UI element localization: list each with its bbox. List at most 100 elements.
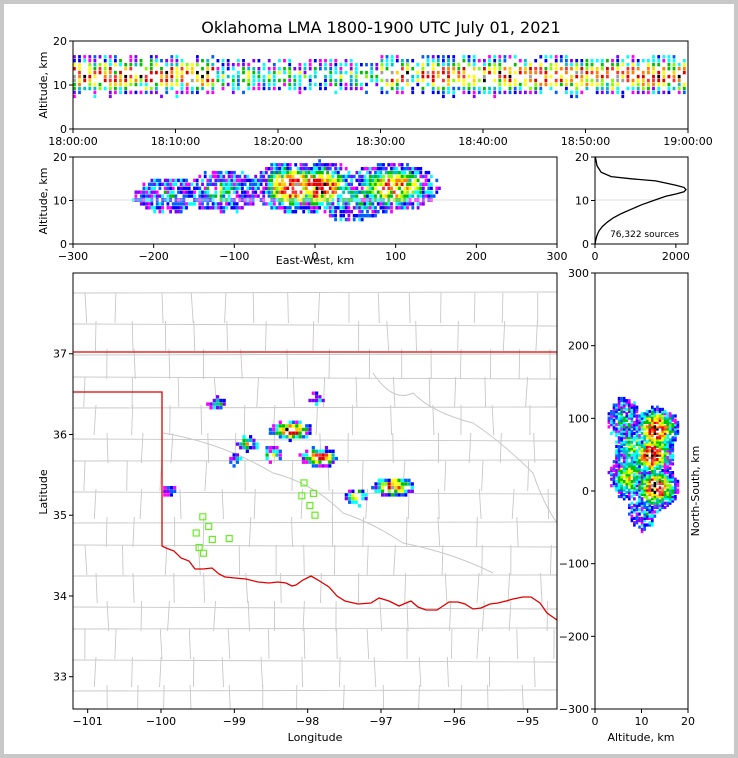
altitude-time-cell [682,70,686,75]
altitude-eastwest-cell [214,170,218,175]
altitude-time-cell [411,74,415,79]
altitude-time-cell [319,59,322,63]
altitude-eastwest-cell [275,170,279,175]
northsouth-altitude-cell [661,436,664,440]
altitude-eastwest-cell [374,214,377,218]
northsouth-altitude-cell [668,453,672,457]
altitude-eastwest-cell [368,186,372,190]
northsouth-altitude-cell [658,499,662,503]
altitude-time-cell [682,90,686,95]
northsouth-altitude-cell [666,460,669,464]
altitude-time-cell [677,82,681,87]
altitude-time-cell [498,90,502,95]
altitude-time-cell [201,59,204,63]
northsouth-altitude-cell [651,455,654,459]
altitude-eastwest-cell [190,202,194,206]
altitude-time-cell [226,63,230,67]
altitude-eastwest-cell [358,217,361,222]
altitude-time-cell [211,78,215,83]
northsouth-altitude-cell [628,492,631,496]
altitude-eastwest-cell [158,182,162,186]
altitude-eastwest-cell [347,214,351,218]
altitude-time-cell [303,74,307,79]
county-line-v [93,488,97,520]
northsouth-altitude-cell [617,447,621,451]
county-line-v [131,320,134,352]
northsouth-altitude-cell [625,490,629,494]
altitude-time-cell [334,67,338,71]
altitude-time-cell [631,55,635,59]
altitude-time-cell [421,55,425,59]
plan-view-cell [291,424,296,428]
histogram-ytick: 10 [575,195,589,208]
northsouth-altitude-cell [628,401,631,405]
altitude-eastwest-cell [411,190,415,194]
altitude-time-cell [421,86,425,91]
altitude-time-cell [160,78,163,83]
altitude-time-cell [313,70,317,75]
altitude-time-cell [185,63,189,67]
altitude-eastwest-cell [267,202,271,206]
plan-view-cell [232,456,236,461]
northsouth-altitude-ytick: 300 [568,267,589,280]
altitude-time-cell [98,67,102,71]
northsouth-altitude-cell [643,495,646,499]
altitude-eastwest-cell [371,174,375,179]
plan-view-cell [324,456,329,461]
altitude-time-cell [278,78,281,83]
altitude-time-cell [221,70,225,75]
northsouth-altitude-cell [610,473,613,477]
altitude-eastwest-cell [408,182,412,186]
county-line-v [286,348,289,380]
northsouth-altitude-cell [645,410,649,414]
altitude-eastwest-cell [424,174,428,179]
altitude-eastwest-cell [328,206,332,210]
altitude-eastwest-cell [153,194,156,198]
northsouth-altitude-cell [635,429,639,433]
altitude-time-cell [580,82,584,87]
altitude-eastwest-cell [150,194,154,198]
plan-view-cell [364,493,368,497]
altitude-eastwest-cell [331,163,335,167]
plan-view-cell [328,460,332,464]
altitude-time-cell [298,82,302,87]
northsouth-altitude-cell [656,497,659,501]
northsouth-altitude-cell [630,434,634,438]
altitude-time-cell [93,63,97,67]
county-line-v [508,600,512,632]
northsouth-altitude-cell [610,468,613,473]
altitude-eastwest-cell [390,206,393,210]
altitude-time-cell [221,63,225,67]
altitude-eastwest-cell [352,214,356,218]
northsouth-altitude-cell [671,475,675,479]
altitude-time-cell [170,59,174,63]
altitude-time-cell [78,86,81,91]
altitude-time-cell [436,74,440,79]
altitude-eastwest-cell [265,202,268,206]
northsouth-altitude-cell [612,410,616,414]
altitude-time-cell [365,70,368,75]
altitude-eastwest-cell [387,178,391,183]
altitude-eastwest-cell [342,190,345,194]
altitude-eastwest-cell [217,178,220,183]
altitude-time-cell [216,70,220,75]
altitude-time-cell [677,74,681,79]
northsouth-altitude-cell [638,420,641,425]
altitude-time-cell [600,63,604,67]
altitude-time-cell [390,55,394,59]
northsouth-altitude-cell [628,455,631,459]
county-line-v [177,376,180,408]
altitude-eastwest-cell [145,190,148,194]
altitude-time-cell [201,82,204,87]
altitude-time-cell [631,70,635,75]
altitude-eastwest-cell [414,170,417,175]
altitude-time-cell [616,67,620,71]
northsouth-altitude-cell [633,405,636,409]
altitude-time-cell [252,59,256,63]
northsouth-altitude-cell [653,477,657,481]
altitude-eastwest-cell [161,194,164,198]
northsouth-altitude-cell [622,418,626,422]
altitude-eastwest-cell [270,194,274,198]
altitude-eastwest-cell [198,186,202,190]
altitude-time-cell [652,86,655,91]
